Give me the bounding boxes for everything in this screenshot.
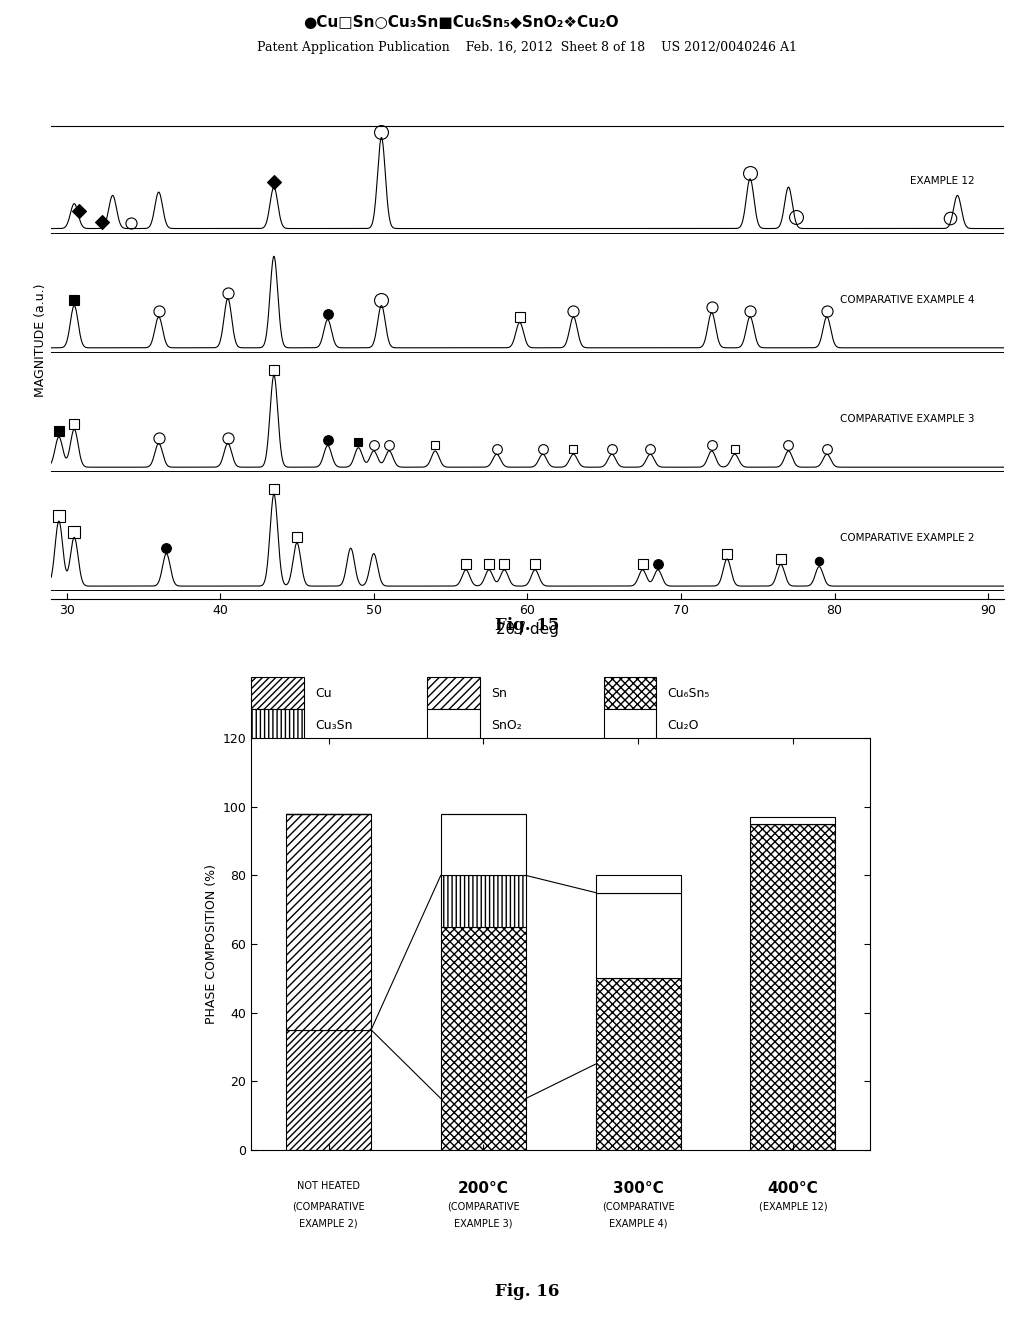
FancyBboxPatch shape xyxy=(603,677,656,709)
Text: Patent Application Publication    Feb. 16, 2012  Sheet 8 of 18    US 2012/004024: Patent Application Publication Feb. 16, … xyxy=(257,41,798,54)
Text: Cu₃Sn: Cu₃Sn xyxy=(315,718,352,731)
Text: SnO₂: SnO₂ xyxy=(492,718,522,731)
FancyBboxPatch shape xyxy=(251,709,303,741)
Text: Cu: Cu xyxy=(315,686,332,700)
FancyBboxPatch shape xyxy=(603,709,656,741)
Text: COMPARATIVE EXAMPLE 4: COMPARATIVE EXAMPLE 4 xyxy=(841,296,975,305)
Y-axis label: MAGNITUDE (a.u.): MAGNITUDE (a.u.) xyxy=(34,284,47,397)
Text: Cu₂O: Cu₂O xyxy=(668,718,698,731)
Text: COMPARATIVE EXAMPLE 2: COMPARATIVE EXAMPLE 2 xyxy=(841,533,975,543)
Text: Cu₆Sn₅: Cu₆Sn₅ xyxy=(668,686,710,700)
Text: ●Cu□Sn○Cu₃Sn■Cu₆Sn₅◆SnO₂❖Cu₂O: ●Cu□Sn○Cu₃Sn■Cu₆Sn₅◆SnO₂❖Cu₂O xyxy=(303,15,618,29)
X-axis label: 2θ / deg: 2θ / deg xyxy=(496,622,559,638)
FancyBboxPatch shape xyxy=(251,677,303,709)
Text: Fig. 16: Fig. 16 xyxy=(496,1283,559,1300)
Text: EXAMPLE 12: EXAMPLE 12 xyxy=(910,177,975,186)
FancyBboxPatch shape xyxy=(427,677,479,709)
Text: Fig. 15: Fig. 15 xyxy=(496,618,559,635)
Text: Sn: Sn xyxy=(492,686,507,700)
Text: COMPARATIVE EXAMPLE 3: COMPARATIVE EXAMPLE 3 xyxy=(841,414,975,424)
FancyBboxPatch shape xyxy=(427,709,479,741)
